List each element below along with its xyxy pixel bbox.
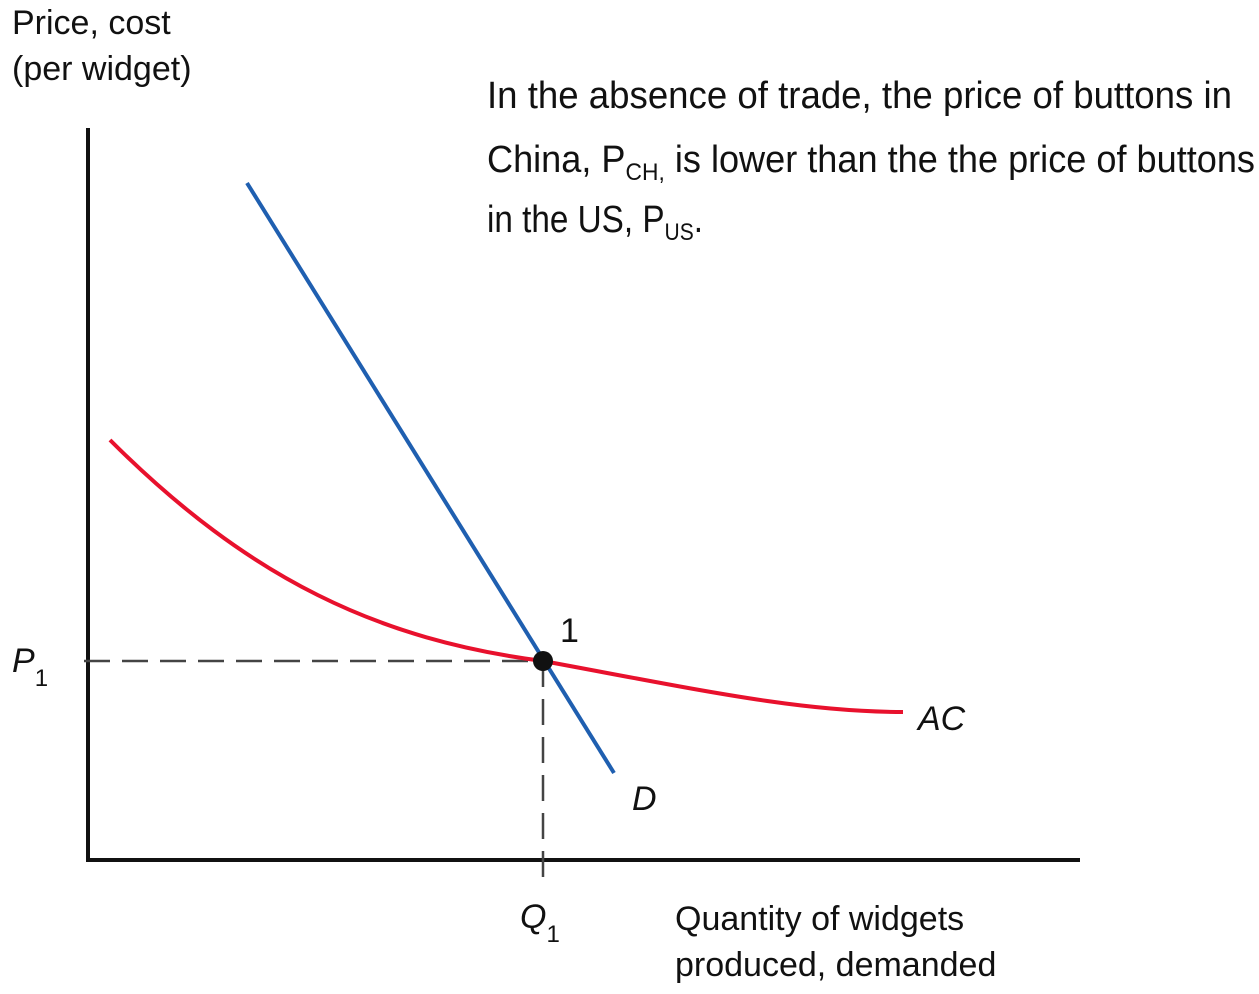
- curve-label: D: [632, 780, 657, 818]
- x-axis-label: produced, demanded: [675, 946, 996, 984]
- quantity-label: Q1: [520, 898, 560, 948]
- annotation-text: in the US, P: [487, 199, 665, 241]
- price-label: P1: [12, 642, 48, 692]
- annotation-subscript: CH,: [626, 159, 665, 186]
- annotation-subscript: US: [665, 219, 694, 246]
- ac-curve: [108, 438, 904, 714]
- price-letter: P: [12, 642, 35, 680]
- annotation-text: is lower than the the price of buttons: [665, 139, 1255, 181]
- curve-label: AC: [916, 700, 966, 738]
- annotation-text: .: [694, 199, 703, 241]
- equilibrium-point: [533, 651, 553, 671]
- annotation-line: In the absence of trade, the price of bu…: [487, 75, 1232, 117]
- y-axis-label: (per widget): [12, 50, 192, 88]
- demand-curve: [245, 181, 616, 775]
- quantity-subscript: 1: [546, 921, 559, 948]
- price-subscript: 1: [35, 665, 48, 692]
- annotation-text: In the absence of trade, the price of bu…: [487, 75, 1232, 117]
- quantity-letter: Q: [520, 898, 546, 936]
- point-label: 1: [560, 612, 579, 650]
- annotation-line: in the US, PUS.: [487, 199, 703, 246]
- y-axis-label: Price, cost: [12, 4, 171, 42]
- annotation-line: China, PCH, is lower than the the price …: [487, 139, 1255, 186]
- annotation-text: China, P: [487, 139, 626, 181]
- x-axis-label: Quantity of widgets: [675, 900, 964, 938]
